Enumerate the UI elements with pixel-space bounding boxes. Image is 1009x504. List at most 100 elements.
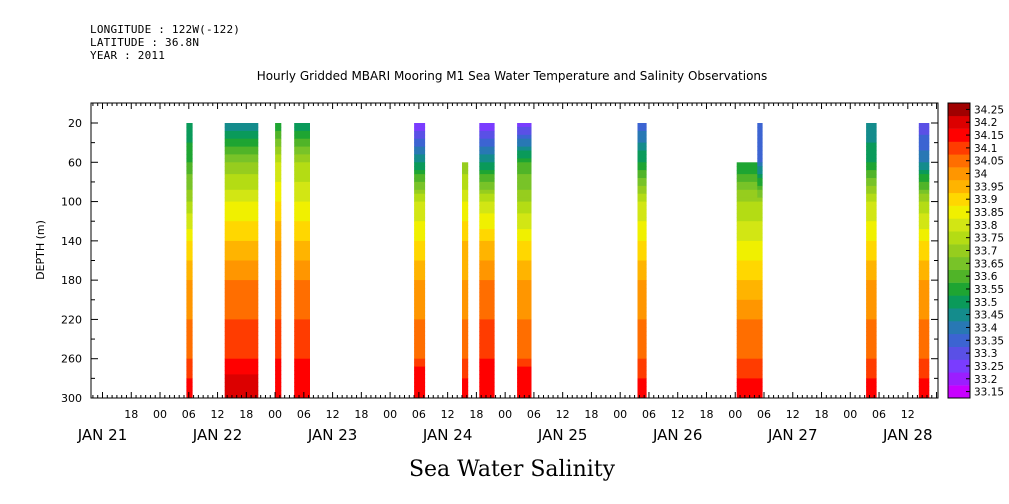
heatmap-cell <box>275 134 282 140</box>
heatmap-cell <box>414 323 426 328</box>
heatmap-cell <box>866 174 877 179</box>
heatmap-cell <box>224 331 259 336</box>
heatmap-cell <box>479 346 495 352</box>
heatmap-cell <box>736 327 762 332</box>
heatmap-cell <box>186 240 193 246</box>
heatmap-cell <box>736 276 762 281</box>
heatmap-cell <box>757 154 763 159</box>
heatmap-cell <box>637 315 647 320</box>
x-tick-label: 12 <box>786 408 800 421</box>
heatmap-cell <box>479 150 495 155</box>
heatmap-cell <box>637 166 647 171</box>
heatmap-cell <box>294 123 310 128</box>
heatmap-cell <box>918 311 930 316</box>
heatmap-cell <box>736 280 762 285</box>
heatmap-cell <box>479 374 495 379</box>
heatmap-cell <box>479 299 495 305</box>
heatmap-cell <box>275 126 282 132</box>
heatmap-cell <box>866 339 877 344</box>
colorbar-swatch <box>948 167 970 181</box>
heatmap-cell <box>918 295 930 301</box>
heatmap-cell <box>517 248 532 254</box>
heatmap-cell <box>866 386 877 391</box>
heatmap-cell <box>462 343 469 348</box>
heatmap-cell <box>414 197 426 202</box>
heatmap-cell <box>736 193 762 199</box>
y-tick-label: 220 <box>61 313 82 326</box>
heatmap-cell <box>736 346 762 352</box>
heatmap-cell <box>517 142 532 147</box>
heatmap-cell <box>479 178 495 183</box>
heatmap-cell <box>866 233 877 238</box>
colorbar-swatch <box>948 295 970 309</box>
heatmap-cell <box>275 276 282 281</box>
heatmap-cell <box>637 229 647 234</box>
heatmap-cell <box>479 201 495 206</box>
heatmap-cell <box>637 335 647 340</box>
heatmap-cell <box>918 170 930 175</box>
heatmap-cell <box>637 291 647 297</box>
heatmap-cell <box>866 189 877 195</box>
heatmap-cell <box>736 366 762 371</box>
heatmap-cell <box>186 382 193 387</box>
heatmap-cell <box>637 358 647 364</box>
heatmap-cell <box>918 280 930 285</box>
heatmap-cell <box>757 288 763 293</box>
heatmap-cell <box>637 299 647 305</box>
heatmap-cell <box>479 291 495 297</box>
heatmap-cell <box>462 346 469 352</box>
heatmap-cell <box>186 295 193 301</box>
heatmap-cell <box>186 229 193 234</box>
heatmap-cell <box>275 252 282 257</box>
heatmap-cell <box>757 209 763 214</box>
heatmap-cell <box>866 311 877 316</box>
heatmap-cell <box>224 303 259 309</box>
heatmap-cell <box>866 284 877 289</box>
heatmap-cell <box>637 280 647 285</box>
heatmap-cell <box>757 350 763 356</box>
heatmap-cell <box>224 311 259 316</box>
heatmap-cell <box>918 386 930 391</box>
heatmap-cell <box>757 193 763 199</box>
heatmap-cell <box>517 382 532 387</box>
heatmap-cell <box>186 209 193 214</box>
heatmap-cell <box>517 370 532 375</box>
heatmap-cell <box>517 315 532 320</box>
colorbar-swatch <box>948 385 970 399</box>
heatmap-cell <box>736 343 762 348</box>
heatmap-cell <box>757 343 763 348</box>
heatmap-cell <box>294 390 310 395</box>
heatmap-cell <box>294 166 310 171</box>
heatmap-cell <box>294 307 310 312</box>
heatmap-cell <box>462 323 469 328</box>
colorbar-swatch <box>948 282 970 296</box>
heatmap-cell <box>224 276 259 281</box>
heatmap-cell <box>637 311 647 316</box>
heatmap-cell <box>414 134 426 140</box>
x-day-label: JAN 22 <box>192 426 243 444</box>
heatmap-cell <box>462 225 469 230</box>
heatmap-cell <box>294 193 310 199</box>
heatmap-cell <box>414 154 426 159</box>
colorbar-label: 33.4 <box>974 322 998 334</box>
heatmap-cell <box>637 374 647 379</box>
heatmap-cell <box>866 343 877 348</box>
heatmap-cell <box>275 225 282 230</box>
heatmap-cell <box>866 260 877 265</box>
heatmap-cell <box>224 236 259 242</box>
heatmap-cell <box>517 280 532 285</box>
heatmap-cell <box>637 307 647 312</box>
heatmap-cell <box>918 166 930 171</box>
heatmap-cell <box>517 170 532 175</box>
heatmap-cell <box>275 339 282 344</box>
heatmap-cell <box>757 240 763 246</box>
heatmap-cell <box>757 236 763 242</box>
heatmap-cell <box>462 181 469 187</box>
heatmap-cell <box>637 217 647 222</box>
heatmap-cell <box>757 197 763 202</box>
heatmap-cell <box>479 307 495 312</box>
heatmap-cell <box>866 158 877 163</box>
heatmap-cell <box>224 323 259 328</box>
heatmap-cell <box>294 378 310 383</box>
